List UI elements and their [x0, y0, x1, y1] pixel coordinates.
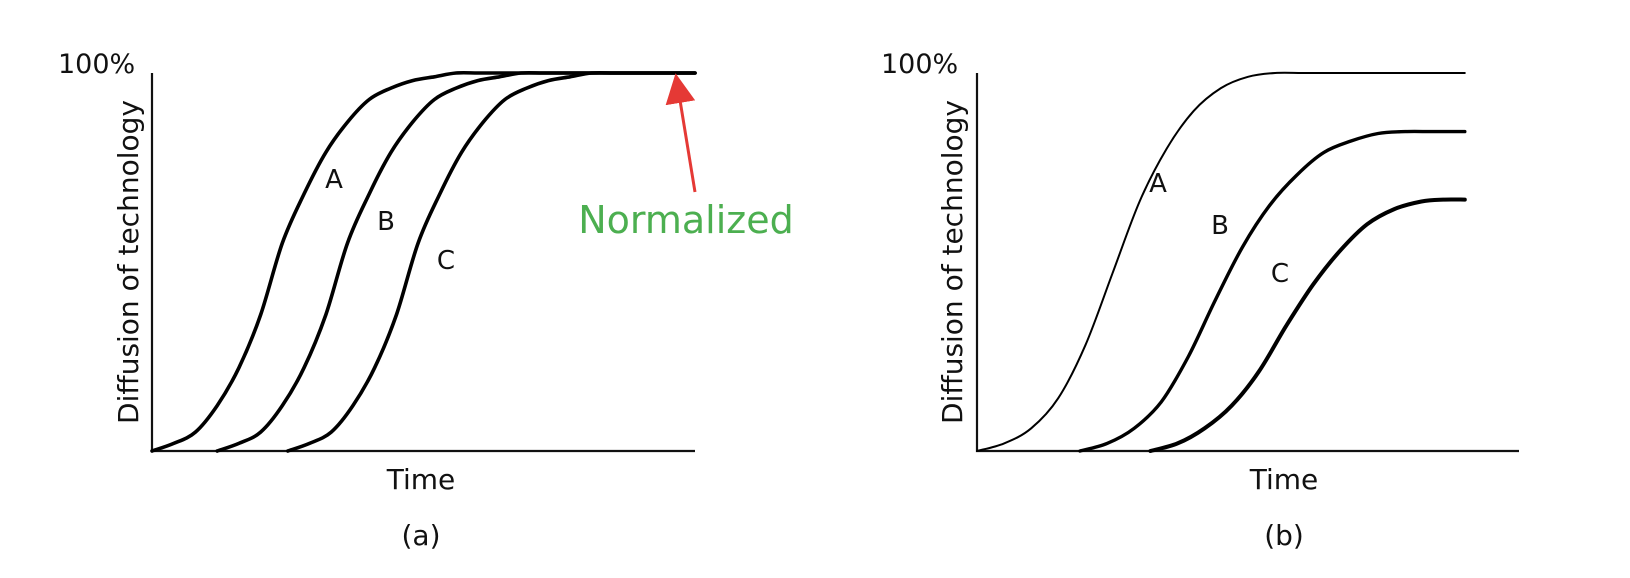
panel-b-axes — [975, 73, 1519, 453]
normalized-annotation: Normalized — [578, 198, 794, 242]
curve-a-panel-b — [976, 71, 1466, 452]
panel-a-caption: (a) — [401, 519, 440, 552]
panel-b-y-tick-100: 100% — [881, 49, 958, 80]
panel-a: A B C 100% Diffusion of technology Time (a… — [58, 49, 794, 552]
panel-a-y-axis-label: Diffusion of technology — [112, 100, 145, 424]
panel-b-caption: (b) — [1264, 519, 1304, 552]
curve-c-panel-a — [286, 70, 697, 453]
panel-b-y-axis-label: Diffusion of technology — [936, 100, 969, 424]
panel-b-x-axis-label: Time — [1249, 463, 1319, 496]
panel-a-axes — [150, 73, 695, 453]
panel-a-y-tick-100: 100% — [58, 49, 135, 80]
panel-a-series-labels: A B C — [325, 165, 455, 276]
panel-b-series-labels: A B C — [1149, 169, 1289, 289]
series-label-a-panel-a: A — [325, 165, 343, 195]
series-label-c-panel-b: C — [1271, 259, 1289, 289]
series-label-c-panel-a: C — [437, 246, 455, 276]
panel-a-curves — [150, 70, 697, 453]
curve-b-panel-a — [215, 70, 697, 453]
series-label-a-panel-b: A — [1149, 169, 1167, 199]
normalized-arrow — [665, 73, 697, 193]
panel-b-curves — [976, 71, 1467, 453]
panel-a-x-axis-label: Time — [386, 463, 456, 496]
curve-a-panel-a — [150, 70, 697, 453]
series-label-b-panel-b: B — [1211, 211, 1229, 241]
series-label-b-panel-a: B — [377, 207, 395, 237]
curve-c-panel-b — [1148, 197, 1467, 453]
curve-b-panel-b — [1078, 129, 1467, 453]
panel-b: A B C 100% Diffusion of technology Time (b… — [881, 49, 1519, 552]
